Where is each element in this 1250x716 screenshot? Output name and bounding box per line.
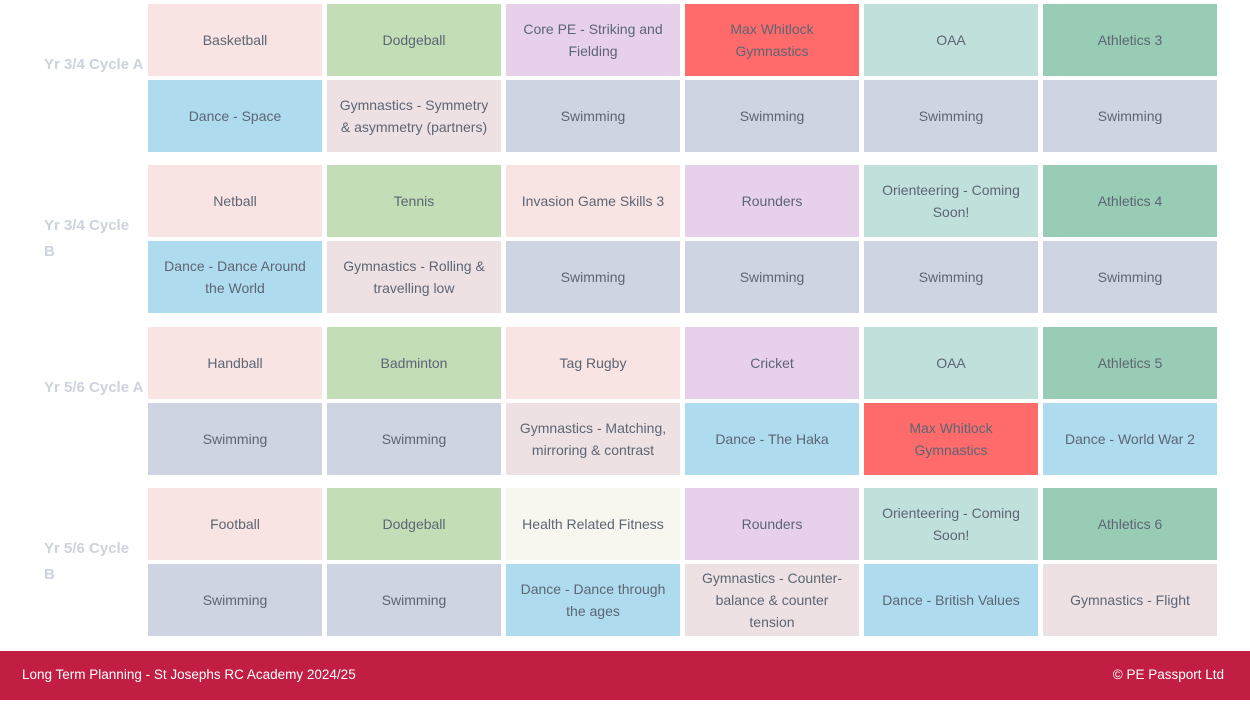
- unit-cell[interactable]: Swimming: [1043, 241, 1217, 314]
- unit-cell[interactable]: Rounders: [685, 165, 859, 238]
- unit-cell[interactable]: Swimming: [327, 563, 501, 636]
- footer-title: Long Term Planning - St Josephs RC Acade…: [22, 667, 356, 682]
- cycle-group: Yr 3/4 Cycle A Basketball Dodgeball Core PE…: [0, 4, 1250, 153]
- unit-cell[interactable]: Orienteering - Coming Soon!: [864, 487, 1038, 560]
- unit-cell[interactable]: Dance - Dance Around the World: [148, 241, 322, 314]
- unit-cell[interactable]: Swimming: [685, 80, 859, 152]
- unit-cell[interactable]: Swimming: [864, 241, 1038, 314]
- unit-cell[interactable]: Dance - British Values: [864, 563, 1038, 636]
- unit-cell[interactable]: Handball: [148, 326, 322, 399]
- unit-cell[interactable]: Swimming: [506, 241, 680, 314]
- unit-cell[interactable]: Gymnastics - Counter-balance & counter t…: [685, 563, 859, 636]
- unit-cell[interactable]: Tag Rugby: [506, 326, 680, 399]
- unit-cell[interactable]: Netball: [148, 165, 322, 238]
- unit-cell[interactable]: Max Whitlock Gymnastics: [685, 4, 859, 76]
- unit-cell[interactable]: Swimming: [148, 402, 322, 475]
- unit-cell[interactable]: Gymnastics - Symmetry & asymmetry (partn…: [327, 80, 501, 152]
- unit-cell[interactable]: Gymnastics - Matching, mirroring & contr…: [506, 402, 680, 475]
- unit-cell[interactable]: Swimming: [685, 241, 859, 314]
- unit-cell[interactable]: Dance - The Haka: [685, 402, 859, 475]
- unit-cell[interactable]: Dodgeball: [327, 4, 501, 76]
- footer: Long Term Planning - St Josephs RC Acade…: [0, 651, 1250, 700]
- unit-cell[interactable]: Gymnastics - Flight: [1043, 563, 1217, 636]
- unit-cell[interactable]: Athletics 6: [1043, 487, 1217, 560]
- unit-cell[interactable]: Invasion Game Skills 3: [506, 165, 680, 238]
- unit-cell[interactable]: Swimming: [148, 563, 322, 636]
- cycle-group: Yr 3/4 Cycle B Netball Tennis Invasion Game…: [0, 165, 1250, 314]
- unit-cell[interactable]: Health Related Fitness: [506, 487, 680, 560]
- unit-cell[interactable]: Dodgeball: [327, 487, 501, 560]
- unit-cell[interactable]: Athletics 4: [1043, 165, 1217, 238]
- unit-cell[interactable]: Orienteering - Coming Soon!: [864, 165, 1038, 238]
- cycle-label: Yr 3/4 Cycle A: [44, 56, 144, 73]
- unit-cell[interactable]: Football: [148, 487, 322, 560]
- unit-cell[interactable]: Dance - Dance through the ages: [506, 563, 680, 636]
- unit-cell[interactable]: OAA: [864, 326, 1038, 399]
- unit-cell[interactable]: Tennis: [327, 165, 501, 238]
- unit-cell[interactable]: Dance - World War 2: [1043, 402, 1217, 475]
- unit-cell[interactable]: Athletics 3: [1043, 4, 1217, 76]
- footer-copyright: © PE Passport Ltd: [1112, 667, 1224, 682]
- cycle-label: Yr 5/6 Cycle B: [44, 539, 130, 583]
- cycle-group: Yr 5/6 Cycle A Handball Badminton Tag Rugby…: [0, 326, 1250, 476]
- cycle-group: Yr 5/6 Cycle B Football Dodgeball Health Re…: [0, 487, 1250, 637]
- unit-cell[interactable]: Rounders: [685, 487, 859, 560]
- unit-cell[interactable]: Swimming: [864, 80, 1038, 152]
- unit-cell[interactable]: Basketball: [148, 4, 322, 76]
- unit-cell[interactable]: Dance - Space: [148, 80, 322, 152]
- unit-cell[interactable]: Cricket: [685, 326, 859, 399]
- cycle-label: Yr 3/4 Cycle B: [44, 217, 130, 261]
- cycle-label: Yr 5/6 Cycle A: [44, 378, 144, 396]
- unit-cell[interactable]: Badminton: [327, 326, 501, 399]
- unit-cell[interactable]: OAA: [864, 4, 1038, 76]
- unit-cell[interactable]: Core PE - Striking and Fielding: [506, 4, 680, 76]
- unit-cell[interactable]: Swimming: [327, 402, 501, 475]
- unit-cell[interactable]: Gymnastics - Rolling & travelling low: [327, 241, 501, 314]
- unit-cell[interactable]: Max Whitlock Gymnastics: [864, 402, 1038, 475]
- unit-cell[interactable]: Swimming: [506, 80, 680, 152]
- unit-cell[interactable]: Athletics 5: [1043, 326, 1217, 399]
- unit-cell[interactable]: Swimming: [1043, 80, 1217, 152]
